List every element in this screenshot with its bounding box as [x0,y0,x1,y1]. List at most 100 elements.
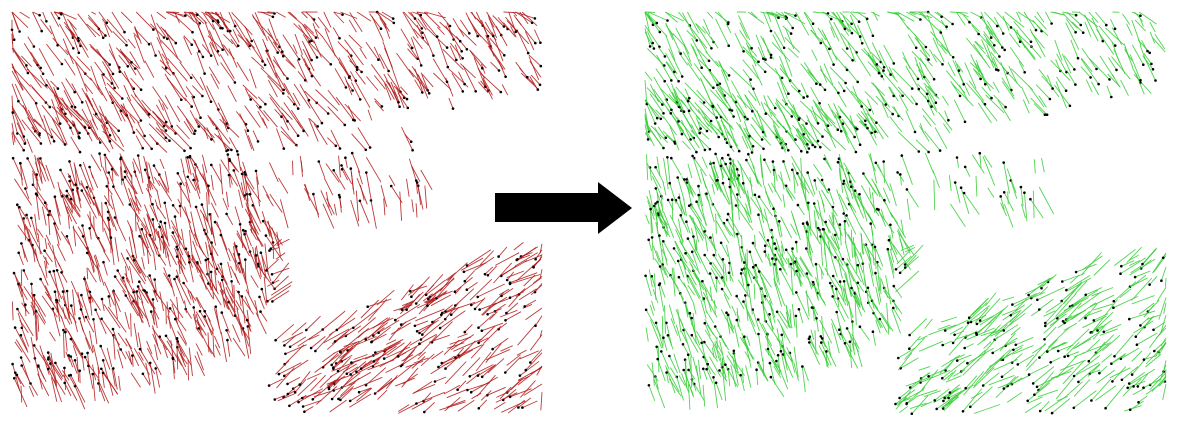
vector-stroke [1041,158,1045,173]
vector-anchor-dot [53,290,57,294]
vector-stroke [18,80,37,104]
vector-stroke [206,85,219,110]
vector-stroke [854,51,871,77]
vector-stroke [112,288,118,320]
vector-stroke [52,37,69,56]
vector-stroke [750,136,764,150]
vector-stroke [729,186,732,205]
vector-anchor-dot [419,64,423,67]
vector-stroke [727,369,731,387]
vector-anchor-dot [43,249,46,252]
vector-stroke [1028,85,1045,108]
vector-stroke [344,76,353,96]
vector-stroke [1030,198,1044,219]
vector-anchor-dot [108,134,112,137]
vector-anchor-dot [878,317,882,321]
vector-stroke [420,320,444,340]
vector-stroke [662,264,669,278]
vector-stroke [420,353,435,367]
vector-anchor-dot [1038,409,1042,413]
vector-anchor-dot [12,271,16,275]
vector-stroke [806,222,821,245]
vector-stroke [117,332,128,347]
vector-anchor-dot [244,173,247,176]
vector-stroke [757,46,764,59]
vector-anchor-dot [905,402,908,406]
vector-stroke [302,24,315,44]
vector-stroke [18,283,28,301]
vector-stroke [278,362,302,375]
vector-anchor-dot [372,360,376,363]
vector-stroke [831,323,840,354]
vector-anchor-dot [686,353,690,357]
vector-anchor-dot [204,232,208,236]
vector-stroke [967,305,990,324]
vector-stroke [856,114,866,126]
vector-anchor-dot [67,374,71,377]
vector-stroke [690,124,706,151]
vector-stroke [644,132,652,142]
vector-anchor-dot [448,24,452,28]
vector-stroke [892,68,913,89]
vector-stroke [124,171,138,195]
vector-stroke [719,126,728,143]
vector-anchor-dot [819,41,823,45]
vector-stroke [233,170,245,198]
vector-stroke [1072,289,1099,307]
vector-stroke [149,180,158,192]
vector-stroke [185,86,195,98]
vector-stroke [646,162,662,189]
vector-anchor-dot [939,31,943,34]
vector-anchor-dot [440,361,444,365]
vector-stroke [513,14,522,26]
vector-stroke [326,375,350,385]
vector-stroke [875,95,894,115]
vector-stroke [839,157,849,187]
vector-stroke [1084,309,1103,317]
vector-stroke [1131,277,1153,301]
vector-stroke [972,67,994,90]
vector-anchor-dot [497,255,500,258]
vector-stroke [665,24,674,36]
vector-anchor-dot [296,134,300,137]
vector-stroke [243,331,250,359]
vector-anchor-dot [1026,399,1029,403]
vector-stroke [154,344,159,361]
vector-anchor-dot [191,30,194,34]
vector-stroke [399,191,403,221]
vector-anchor-dot [418,331,421,335]
vector-stroke [226,340,231,357]
vector-stroke [1047,326,1071,348]
vector-stroke [655,250,667,276]
vector-stroke [203,13,215,30]
vector-anchor-dot [690,316,693,320]
vector-anchor-dot [210,241,213,244]
vector-anchor-dot [10,28,14,32]
vector-stroke [280,130,298,148]
vector-stroke [195,297,202,309]
vector-stroke [990,329,1005,337]
vector-anchor-dot [24,303,27,307]
vector-anchor-dot [55,298,58,302]
vector-stroke [761,276,773,305]
vector-anchor-dot [406,106,410,110]
vector-anchor-dot [207,184,210,188]
vector-stroke [304,26,317,38]
vector-stroke [24,188,30,200]
vector-stroke [400,86,408,95]
vector-stroke [244,179,262,203]
vector-stroke [268,378,283,387]
vector-anchor-dot [930,105,933,108]
vector-anchor-dot [414,179,418,182]
vector-stroke [661,248,668,261]
vector-anchor-dot [80,293,83,297]
vector-stroke [1032,366,1055,384]
vector-stroke [761,302,775,330]
vector-stroke [895,255,912,270]
vector-anchor-dot [1036,298,1039,302]
vector-stroke [740,375,745,392]
vector-stroke [953,99,966,122]
vector-stroke [889,234,893,251]
vector-stroke [47,214,51,236]
vector-anchor-dot [305,328,308,332]
